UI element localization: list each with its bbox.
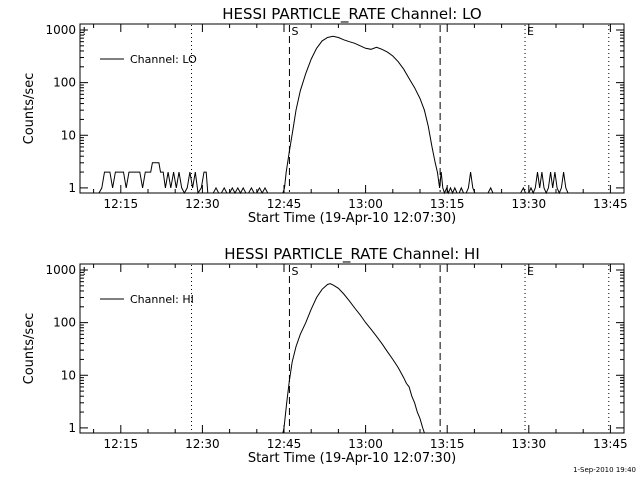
series-line-0	[282, 283, 425, 434]
x-axis-label: Start Time (19-Apr-10 12:07:30)	[248, 211, 456, 226]
y-tick-label: 100	[53, 316, 76, 330]
y-tick-label: 1000	[45, 23, 76, 37]
corner-mark: !	[82, 265, 86, 278]
series-line-0	[98, 35, 569, 195]
x-tick-label: 12:30	[185, 197, 220, 211]
chart-title: HESSI PARTICLE_RATE Channel: HI	[224, 245, 480, 264]
y-axis-label: Counts/sec	[22, 313, 37, 385]
x-tick-label: 12:45	[267, 437, 302, 451]
y-tick-label: 1	[68, 421, 76, 435]
x-axis-label: Start Time (19-Apr-10 12:07:30)	[248, 451, 456, 466]
y-tick-label: 1000	[45, 263, 76, 277]
x-tick-label: 12:30	[185, 437, 220, 451]
panel-hi: HESSI PARTICLE_RATE Channel: HI 12:15 12:3…	[22, 245, 628, 466]
plot-frame	[79, 263, 625, 434]
corner-mark: !	[82, 25, 86, 38]
time-marker-label: E	[527, 265, 534, 278]
y-tick-label: 10	[61, 128, 76, 142]
time-marker-label: S	[291, 265, 298, 278]
x-tick-label: 13:45	[593, 197, 628, 211]
x-tick-label: 13:00	[348, 437, 383, 451]
x-tick-label: 13:30	[512, 437, 547, 451]
x-tick-label: 13:15	[430, 437, 465, 451]
x-tick-label: 13:00	[348, 197, 383, 211]
chart-title: HESSI PARTICLE_RATE Channel: LO	[222, 5, 481, 24]
x-tick-label: 12:15	[104, 437, 139, 451]
time-marker-label: E	[527, 25, 534, 38]
time-marker-label: S	[291, 25, 298, 38]
x-tick-label: 12:15	[104, 197, 139, 211]
x-tick-label: 12:45	[267, 197, 302, 211]
panel-lo: HESSI PARTICLE_RATE Channel: LO 12:15 12:3…	[22, 5, 628, 226]
plot-frame	[79, 23, 625, 194]
x-tick-label: 13:15	[430, 197, 465, 211]
legend-label: Channel: HI	[130, 293, 194, 306]
x-tick-label: 13:30	[512, 197, 547, 211]
y-tick-label: 1	[68, 181, 76, 195]
y-tick-label: 100	[53, 76, 76, 90]
footer-timestamp: 1-Sep-2010 19:40	[573, 466, 636, 474]
legend-label: Channel: LO	[130, 53, 197, 66]
y-tick-label: 10	[61, 368, 76, 382]
x-tick-label: 13:45	[593, 437, 628, 451]
y-axis-label: Counts/sec	[22, 73, 37, 145]
